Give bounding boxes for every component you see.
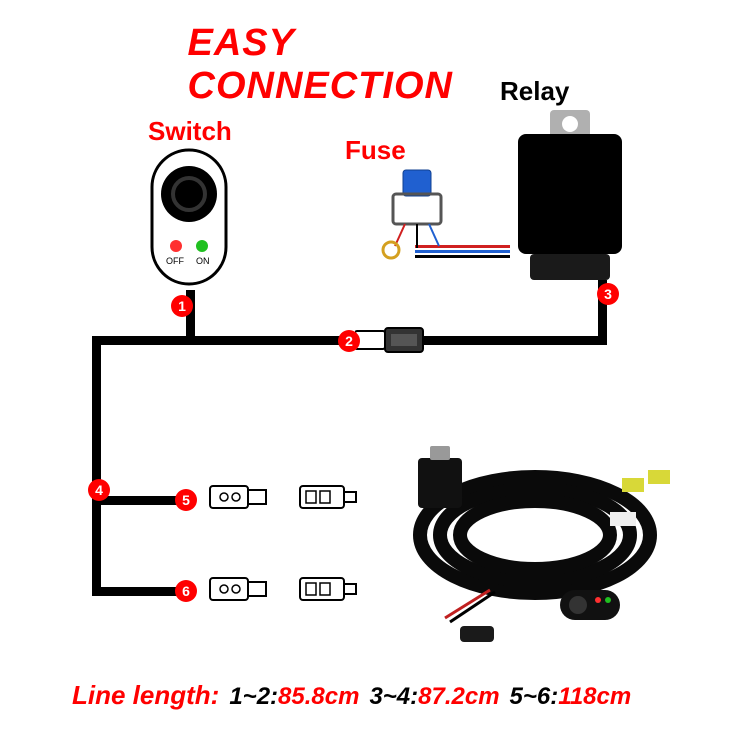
product-photo-icon: [390, 440, 690, 650]
plug-row-6a: [208, 572, 270, 606]
switch-icon: [150, 148, 228, 286]
wire-left-link: [92, 336, 192, 345]
badge-2: 2: [338, 330, 360, 352]
fuse-device: [375, 168, 455, 263]
ll-val-1: 85.8cm: [278, 683, 359, 710]
ll-val-3: 118cm: [558, 683, 631, 710]
inline-connector-icon: [355, 325, 425, 355]
ll-range-1: 1~2:: [229, 683, 278, 710]
switch-off-label: OFF: [166, 256, 184, 266]
switch-label: Switch: [148, 116, 232, 147]
plug-row-6b: [298, 572, 360, 606]
plug-icon: [208, 480, 270, 514]
badge-6: 6: [175, 580, 197, 602]
fuse-label: Fuse: [345, 135, 406, 166]
ll-range-2: 3~4:: [369, 683, 418, 710]
plug-icon: [208, 572, 270, 606]
badge-4: 4: [88, 479, 110, 501]
line-length-label: Line length:: [72, 680, 219, 711]
plug-row-5b: [298, 480, 360, 514]
relay-icon: [510, 110, 630, 280]
plug-icon: [298, 572, 360, 606]
badge-5: 5: [175, 489, 197, 511]
relay-device: [510, 110, 630, 280]
plug-icon: [298, 480, 360, 514]
badge-3: 3: [597, 283, 619, 305]
ll-val-2: 87.2cm: [418, 683, 499, 710]
wire-branch-6: [92, 587, 182, 596]
wire-left-vertical: [92, 336, 101, 596]
badge-1: 1: [171, 295, 193, 317]
inline-connector: [355, 325, 425, 355]
relay-label: Relay: [500, 76, 569, 107]
switch-device: OFF ON: [150, 148, 228, 286]
plug-row-5a: [208, 480, 270, 514]
line-length-row: Line length: 1~2:85.8cm 3~4:87.2cm 5~6:1…: [72, 680, 631, 711]
switch-on-label: ON: [196, 256, 210, 266]
product-photo: [390, 440, 690, 650]
fuse-icon: [375, 168, 455, 263]
ll-range-3: 5~6:: [510, 683, 559, 710]
